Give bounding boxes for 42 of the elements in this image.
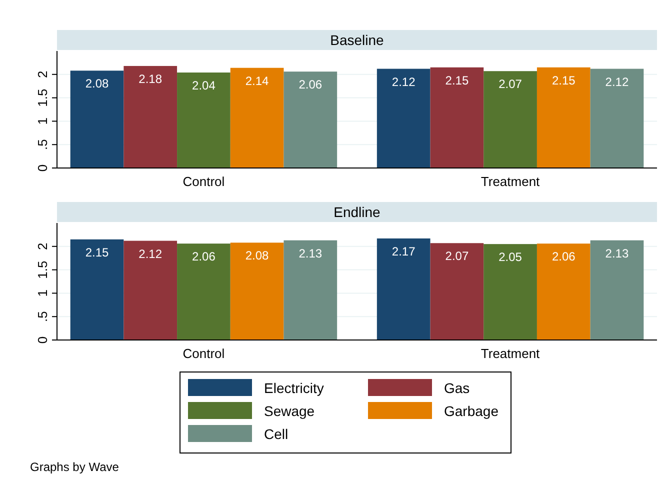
x-tick-label: Control — [182, 346, 225, 361]
data-label: 2.15 — [445, 73, 469, 88]
data-label: 2.14 — [245, 74, 270, 88]
data-label: 2.06 — [298, 78, 322, 92]
text: Graphs by Wave — [30, 460, 120, 474]
data-label: 2.12 — [392, 74, 416, 89]
data-label: 2.07 — [445, 249, 469, 264]
y-tick-label: 1.5 — [35, 88, 50, 107]
data-label: 2.08 — [85, 76, 110, 91]
chart-title: Endline — [334, 204, 381, 220]
legend-label: Garbage — [444, 403, 499, 419]
chart-title: Baseline — [330, 32, 384, 48]
data-label: 2.04 — [192, 78, 216, 93]
data-label: 2.08 — [245, 248, 270, 263]
y-tick-label: 1.5 — [35, 260, 50, 279]
data-label: 2.13 — [605, 246, 629, 260]
data-label: 2.18 — [138, 72, 162, 86]
data-label: 2.15 — [552, 73, 576, 88]
legend-label: Gas — [444, 380, 470, 396]
data-label: 2.12 — [138, 246, 162, 261]
x-tick-label: Treatment — [480, 346, 540, 361]
y-tick-label: 0 — [35, 336, 50, 344]
data-label: 2.17 — [392, 244, 416, 258]
legend-label: Sewage — [264, 403, 315, 419]
data-label: 2.07 — [498, 77, 522, 92]
data-label: 2.13 — [298, 246, 322, 260]
y-tick-label: 1 — [35, 118, 50, 125]
y-tick-label: 2 — [35, 70, 50, 78]
y-tick-label: 0 — [35, 164, 50, 172]
y-tick-label: 1 — [35, 290, 50, 297]
x-tick-label: Control — [182, 174, 225, 189]
y-tick-label: .5 — [35, 139, 50, 150]
data-label: 2.06 — [192, 250, 216, 264]
legend-label: Electricity — [264, 380, 324, 396]
data-label: 2.05 — [498, 250, 522, 264]
y-tick-label: 2 — [35, 242, 50, 250]
legend-label: Cell — [264, 426, 288, 442]
data-label: 2.15 — [85, 245, 110, 260]
data-label: 2.06 — [552, 250, 576, 264]
data-label: 2.12 — [605, 74, 629, 89]
x-tick-label: Treatment — [480, 174, 540, 189]
y-tick-label: .5 — [35, 311, 50, 322]
